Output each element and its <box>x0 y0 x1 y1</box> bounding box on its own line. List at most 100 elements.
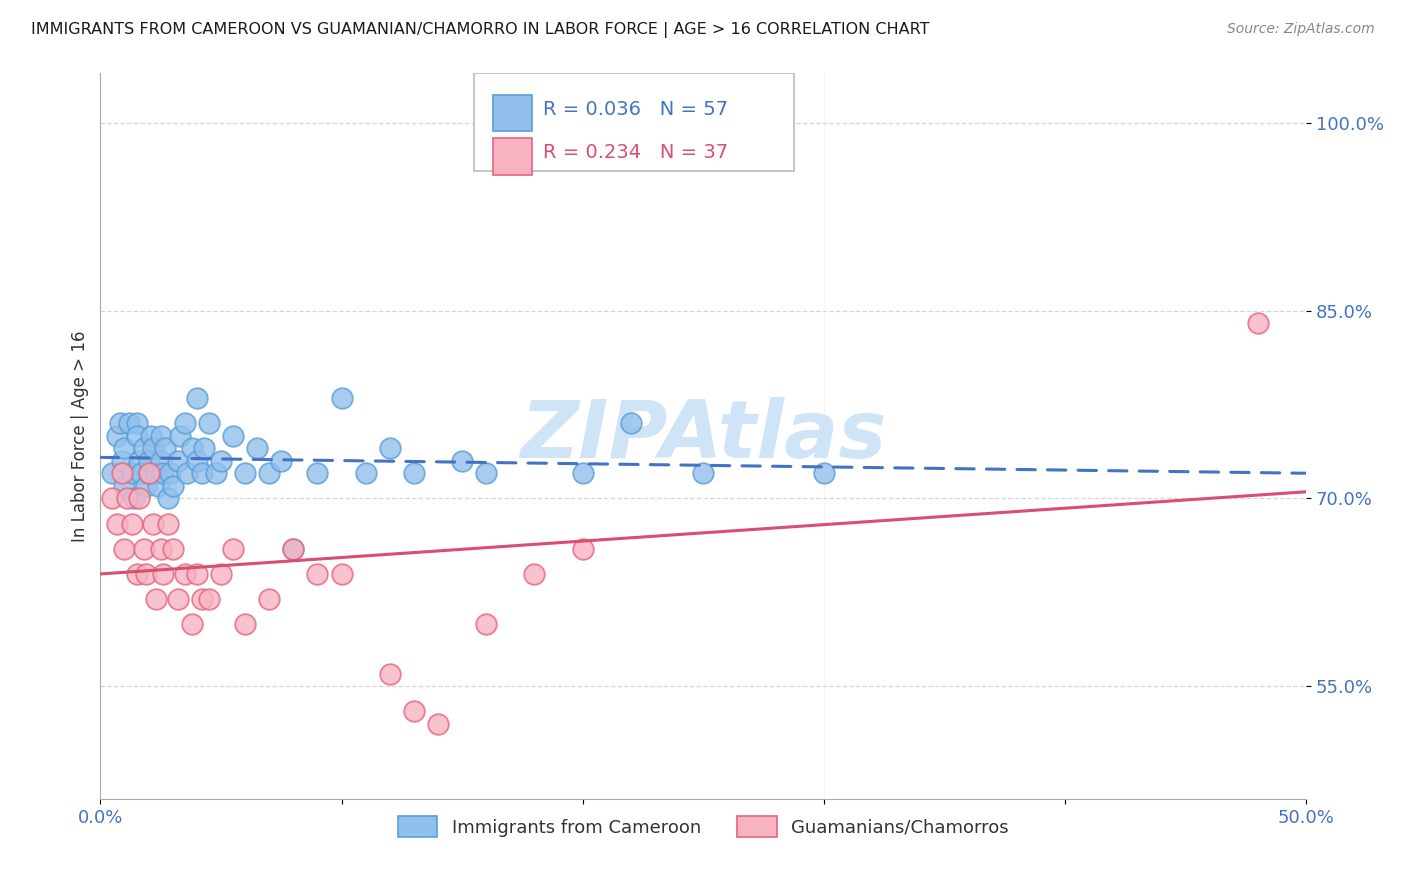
Point <box>125 417 148 431</box>
Point <box>152 566 174 581</box>
Point <box>186 566 208 581</box>
Point <box>156 516 179 531</box>
Point <box>105 429 128 443</box>
Point <box>1247 316 1270 330</box>
Point <box>114 541 136 556</box>
Point <box>198 591 221 606</box>
Point <box>270 454 292 468</box>
Point <box>162 541 184 556</box>
FancyBboxPatch shape <box>494 138 531 175</box>
Point <box>122 491 145 506</box>
Point <box>131 467 153 481</box>
Point <box>135 566 157 581</box>
Text: ZIPAtlas: ZIPAtlas <box>520 397 886 475</box>
Point <box>475 467 498 481</box>
Point <box>307 566 329 581</box>
Point <box>138 467 160 481</box>
Text: R = 0.036   N = 57: R = 0.036 N = 57 <box>543 100 728 119</box>
Point <box>233 616 256 631</box>
Point <box>233 467 256 481</box>
Point <box>205 467 228 481</box>
Point <box>145 467 167 481</box>
Point <box>475 616 498 631</box>
Point <box>307 467 329 481</box>
Point <box>149 454 172 468</box>
Point <box>152 467 174 481</box>
Point <box>173 566 195 581</box>
Point <box>181 616 204 631</box>
Point <box>190 591 212 606</box>
Text: Source: ZipAtlas.com: Source: ZipAtlas.com <box>1227 22 1375 37</box>
Point <box>402 704 425 718</box>
Point <box>145 591 167 606</box>
Point <box>139 429 162 443</box>
Text: IMMIGRANTS FROM CAMEROON VS GUAMANIAN/CHAMORRO IN LABOR FORCE | AGE > 16 CORRELA: IMMIGRANTS FROM CAMEROON VS GUAMANIAN/CH… <box>31 22 929 38</box>
Legend: Immigrants from Cameroon, Guamanians/Chamorros: Immigrants from Cameroon, Guamanians/Cha… <box>391 809 1017 844</box>
Point <box>111 454 134 468</box>
Point <box>330 566 353 581</box>
Point <box>523 566 546 581</box>
Point <box>354 467 377 481</box>
Point <box>115 491 138 506</box>
Point <box>125 429 148 443</box>
Point <box>142 516 165 531</box>
Point <box>283 541 305 556</box>
Point <box>620 417 643 431</box>
Point <box>128 491 150 506</box>
Point <box>257 467 280 481</box>
Point <box>451 454 474 468</box>
Point <box>108 417 131 431</box>
Point <box>193 442 215 456</box>
Point <box>378 442 401 456</box>
Point <box>162 479 184 493</box>
Point <box>114 442 136 456</box>
Point <box>155 442 177 456</box>
Point <box>330 392 353 406</box>
Point <box>692 467 714 481</box>
Point <box>105 516 128 531</box>
Point <box>198 417 221 431</box>
Point <box>283 541 305 556</box>
Point <box>132 442 155 456</box>
Point <box>257 591 280 606</box>
Point <box>111 467 134 481</box>
Y-axis label: In Labor Force | Age > 16: In Labor Force | Age > 16 <box>72 330 89 541</box>
Point <box>166 591 188 606</box>
Point <box>246 442 269 456</box>
Point <box>138 454 160 468</box>
Point <box>181 442 204 456</box>
Point <box>101 491 124 506</box>
Point <box>176 467 198 481</box>
Point <box>156 491 179 506</box>
Point <box>138 467 160 481</box>
Text: R = 0.234   N = 37: R = 0.234 N = 37 <box>543 144 728 162</box>
FancyBboxPatch shape <box>494 95 531 131</box>
Point <box>118 417 141 431</box>
Point <box>222 541 245 556</box>
Point <box>125 566 148 581</box>
Point <box>159 467 181 481</box>
Point <box>186 392 208 406</box>
Point <box>166 454 188 468</box>
Point <box>571 467 593 481</box>
Point <box>222 429 245 443</box>
Point <box>121 516 143 531</box>
Point <box>169 429 191 443</box>
Point <box>121 467 143 481</box>
Point <box>142 442 165 456</box>
Point <box>114 479 136 493</box>
Point <box>571 541 593 556</box>
Point <box>101 467 124 481</box>
Point <box>209 566 232 581</box>
Point <box>148 479 170 493</box>
Point <box>209 454 232 468</box>
FancyBboxPatch shape <box>474 73 794 171</box>
Point <box>149 541 172 556</box>
Point <box>378 666 401 681</box>
Point <box>190 467 212 481</box>
Point <box>135 479 157 493</box>
Point <box>173 417 195 431</box>
Point <box>813 467 835 481</box>
Point <box>128 454 150 468</box>
Point <box>402 467 425 481</box>
